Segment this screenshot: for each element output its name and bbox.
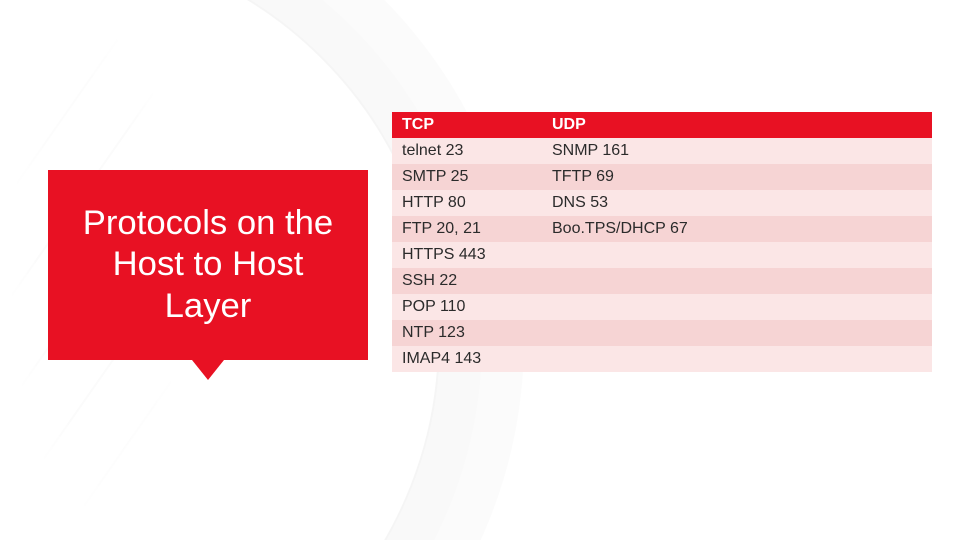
table-row: HTTPS 443 — [392, 242, 932, 268]
cell-udp: TFTP 69 — [542, 164, 932, 190]
table-row: POP 110 — [392, 294, 932, 320]
cell-udp: SNMP 161 — [542, 138, 932, 164]
protocols-table: TCP UDP telnet 23SNMP 161 SMTP 25TFTP 69… — [392, 112, 932, 372]
table-header-udp: UDP — [542, 112, 932, 138]
cell-tcp: FTP 20, 21 — [392, 216, 542, 242]
table-row: SMTP 25TFTP 69 — [392, 164, 932, 190]
table-row: SSH 22 — [392, 268, 932, 294]
cell-udp: Boo.TPS/DHCP 67 — [542, 216, 932, 242]
table-body: telnet 23SNMP 161 SMTP 25TFTP 69 HTTP 80… — [392, 138, 932, 372]
table-header-row: TCP UDP — [392, 112, 932, 138]
table-header-tcp: TCP — [392, 112, 542, 138]
table-row: telnet 23SNMP 161 — [392, 138, 932, 164]
cell-tcp: telnet 23 — [392, 138, 542, 164]
cell-tcp: SMTP 25 — [392, 164, 542, 190]
title-callout: Protocols on the Host to Host Layer — [48, 170, 368, 360]
table-row: HTTP 80DNS 53 — [392, 190, 932, 216]
cell-udp — [542, 294, 932, 320]
cell-tcp: SSH 22 — [392, 268, 542, 294]
cell-tcp: HTTP 80 — [392, 190, 542, 216]
table-row: IMAP4 143 — [392, 346, 932, 372]
slide: Protocols on the Host to Host Layer TCP … — [0, 0, 960, 540]
cell-udp: DNS 53 — [542, 190, 932, 216]
cell-udp — [542, 242, 932, 268]
cell-udp — [542, 320, 932, 346]
cell-udp — [542, 346, 932, 372]
slide-title: Protocols on the Host to Host Layer — [72, 203, 344, 328]
cell-tcp: HTTPS 443 — [392, 242, 542, 268]
cell-tcp: NTP 123 — [392, 320, 542, 346]
table-row: NTP 123 — [392, 320, 932, 346]
cell-udp — [542, 268, 932, 294]
cell-tcp: IMAP4 143 — [392, 346, 542, 372]
table-row: FTP 20, 21Boo.TPS/DHCP 67 — [392, 216, 932, 242]
cell-tcp: POP 110 — [392, 294, 542, 320]
